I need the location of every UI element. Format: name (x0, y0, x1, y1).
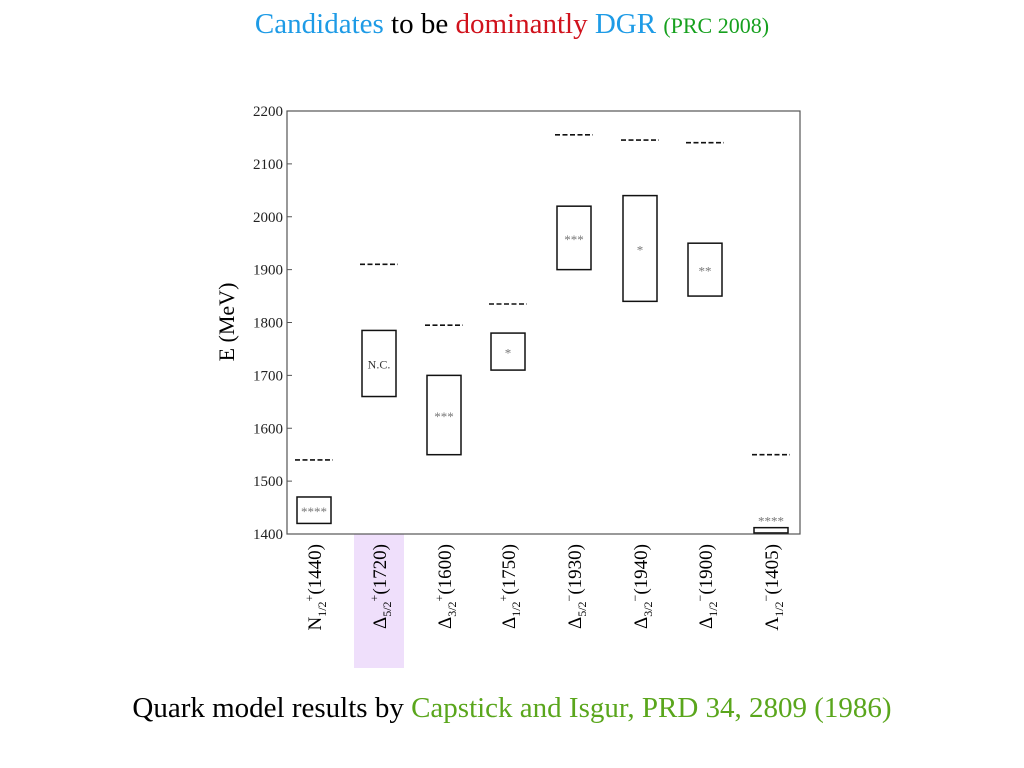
rating-label: ** (699, 264, 712, 279)
rating-label: *** (564, 232, 584, 247)
title-to-be: to be (383, 8, 456, 40)
particle-mass: (1750) (499, 544, 520, 595)
particle-superscript: + (496, 594, 510, 601)
particle-symbol: Δ (499, 617, 520, 629)
slide-footer: Quark model results by Capstick and Isgu… (0, 692, 1024, 725)
y-tick-label: 1400 (253, 527, 283, 543)
rating-label: * (637, 242, 644, 257)
resonance-box (296, 496, 332, 525)
footer-text: Quark model results by (132, 692, 412, 724)
y-tick-label: 1900 (253, 263, 283, 279)
resonance-box (490, 332, 526, 371)
y-axis-ticks: 1400 1500 1600 1700 1800 1900 2000 2100 2200 (253, 104, 292, 543)
particle-subscript: 1/2 (509, 601, 523, 616)
rating-label: * (505, 346, 512, 361)
particle-superscript: − (693, 594, 707, 601)
particle-symbol: Δ (435, 617, 456, 629)
particle-mass: (1940) (631, 544, 652, 595)
y-tick-label: 2100 (253, 157, 283, 173)
y-tick-label: 2200 (253, 104, 283, 120)
x-axis-labels: N1/2+(1440)Δ5/2+(1720)Δ3/2+(1600)Δ1/2+(1… (302, 544, 786, 631)
resonance-box (622, 194, 658, 303)
y-tick-label: 1600 (253, 421, 283, 437)
y-tick-label: 1700 (253, 368, 283, 384)
particle-subscript: 5/2 (575, 601, 589, 616)
particle-superscript: + (367, 594, 381, 601)
particle-superscript: + (432, 594, 446, 601)
highlight-band (354, 534, 404, 668)
particle-subscript: 3/2 (445, 601, 459, 616)
plot-frame (286, 110, 801, 535)
particle-mass: (1600) (435, 544, 456, 595)
particle-symbol: Λ (762, 617, 783, 631)
particle-subscript: 1/2 (315, 601, 329, 616)
rating-label: *** (434, 409, 454, 424)
particle-subscript: 1/2 (706, 601, 720, 616)
resonance-box (426, 374, 462, 456)
y-tick-label: 2000 (253, 210, 283, 226)
particle-symbol: N (305, 617, 326, 631)
rating-label: N.C. (368, 357, 391, 371)
x-category-label: Δ5/2+(1720) (367, 544, 394, 629)
x-category-label: Λ1/2−(1405) (759, 544, 786, 631)
particle-symbol: Δ (370, 617, 391, 629)
particle-subscript: 1/2 (772, 601, 786, 616)
title-dominantly: dominantly (455, 8, 588, 40)
x-category-label: Δ5/2−(1930) (562, 544, 589, 629)
particle-mass: (1405) (762, 544, 783, 595)
particle-superscript: − (562, 594, 576, 601)
x-category-label: Δ1/2+(1750) (496, 544, 523, 629)
x-category-label: N1/2+(1440) (302, 544, 329, 631)
resonance-box (556, 205, 592, 271)
rating-label: **** (758, 514, 784, 529)
particle-superscript: − (759, 594, 773, 601)
particle-symbol: Δ (565, 617, 586, 629)
chart-marks: ****N.C.************** (295, 133, 790, 534)
particle-superscript: + (302, 594, 316, 601)
resonance-box (753, 526, 789, 534)
y-tick-label: 1500 (253, 474, 283, 490)
title-dgr: DGR (587, 8, 664, 40)
particle-mass: (1900) (696, 544, 717, 595)
rating-label: **** (301, 504, 327, 519)
particle-symbol: Δ (696, 617, 717, 629)
footer-reference: Capstick and Isgur, PRD 34, 2809 (1986) (411, 692, 892, 724)
particle-mass: (1720) (370, 544, 391, 595)
y-axis-label: E (MeV) (214, 283, 239, 362)
slide-title: Candidates to be dominantly DGR (PRC 200… (0, 8, 1024, 41)
resonance-box (687, 242, 723, 297)
title-candidates: Candidates (254, 8, 384, 40)
title-reference: (PRC 2008) (663, 13, 770, 38)
resonance-box (361, 329, 397, 398)
x-category-label: Δ3/2−(1940) (628, 544, 655, 629)
particle-mass: (1930) (565, 544, 586, 595)
particle-subscript: 5/2 (380, 601, 394, 616)
particle-subscript: 3/2 (641, 601, 655, 616)
particle-superscript: − (628, 594, 642, 601)
x-category-label: Δ3/2+(1600) (432, 544, 459, 629)
x-category-label: Δ1/2−(1900) (693, 544, 720, 629)
particle-mass: (1440) (305, 544, 326, 595)
y-tick-label: 1800 (253, 316, 283, 332)
particle-symbol: Δ (631, 617, 652, 629)
